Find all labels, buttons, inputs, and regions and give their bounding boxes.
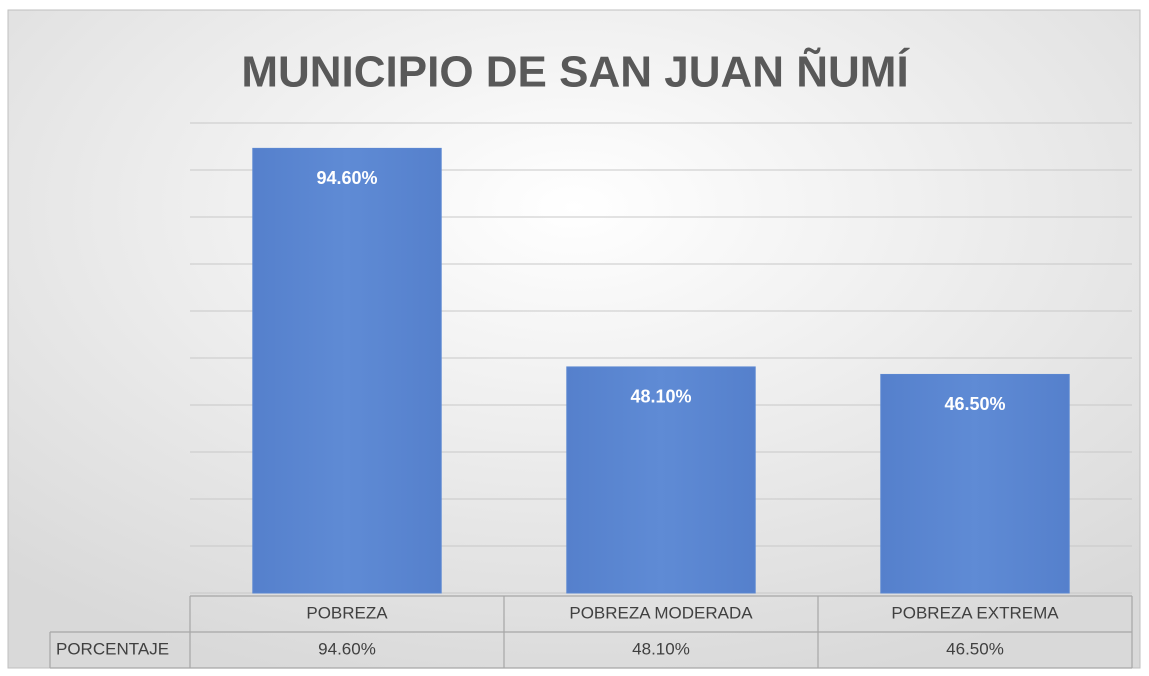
x-tick-label: POBREZA bbox=[306, 603, 388, 622]
bar bbox=[880, 373, 1070, 594]
data-label: 46.50% bbox=[944, 394, 1005, 414]
bar bbox=[566, 366, 756, 594]
table-value: 48.10% bbox=[632, 639, 690, 658]
chart-title: MUNICIPIO DE SAN JUAN ÑUMÍ bbox=[241, 47, 910, 97]
table-row-label: PORCENTAJE bbox=[56, 639, 169, 658]
x-tick-label: POBREZA EXTREMA bbox=[891, 603, 1059, 622]
table-value: 94.60% bbox=[318, 639, 376, 658]
data-label: 48.10% bbox=[630, 387, 691, 407]
table-value: 46.50% bbox=[946, 639, 1004, 658]
data-label: 94.60% bbox=[316, 168, 377, 188]
bar bbox=[252, 147, 442, 594]
x-tick-label: POBREZA MODERADA bbox=[569, 603, 753, 622]
